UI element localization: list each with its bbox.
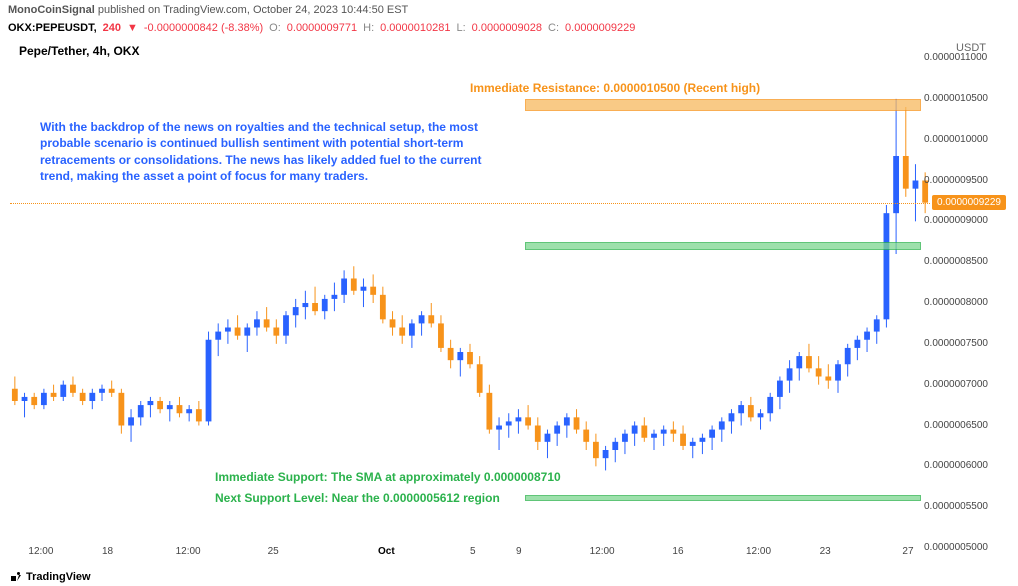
y-tick-label: 0.0000008000 (924, 297, 988, 308)
x-tick-label: Oct (378, 546, 395, 557)
y-tick-label: 0.0000007000 (924, 379, 988, 390)
tradingview-icon (10, 571, 22, 583)
y-axis[interactable]: 0.00000110000.00000105000.00000100000.00… (918, 58, 1006, 548)
zone-box (525, 99, 921, 111)
x-axis[interactable]: 12:00 18 12:00 25 Oct 5 9 12:00 16 12:00 23 27 (10, 544, 930, 562)
x-tick-label: 25 (268, 546, 279, 557)
x-tick-label: 12:00 (590, 546, 615, 557)
y-tick-label: 0.0000011000 (924, 52, 987, 63)
x-tick-label: 27 (902, 546, 913, 557)
y-tick-label: 0.0000006500 (924, 420, 988, 431)
y-tick-label: 0.0000005500 (924, 501, 988, 512)
low-value: 0.0000009028 (472, 22, 542, 34)
timeframe-label: 240 (103, 22, 121, 34)
y-tick-label: 0.0000006000 (924, 460, 988, 471)
ohlc-bar: OKX:PEPEUSDT, 240 ▼ -0.0000000842 (-8.38… (0, 20, 1018, 36)
resistance-label: Immediate Resistance: 0.0000010500 (Rece… (470, 81, 760, 95)
x-tick-label: 23 (820, 546, 831, 557)
change-label: -0.0000000842 (-8.38%) (144, 22, 263, 34)
symbol-label: OKX:PEPEUSDT, (8, 22, 97, 34)
high-value: 0.0000010281 (380, 22, 450, 34)
tradingview-logo: TradingView (10, 571, 91, 583)
y-tick-label: 0.0000008500 (924, 256, 988, 267)
publish-header: MonoCoinSignal published on TradingView.… (0, 0, 1018, 20)
direction-arrow: ▼ (127, 22, 138, 34)
y-tick-label: 0.0000010500 (924, 93, 988, 104)
support1-label: Immediate Support: The SMA at approximat… (215, 470, 561, 484)
y-tick-label: 0.0000007500 (924, 338, 988, 349)
y-tick-label: 0.0000005000 (924, 542, 988, 553)
x-tick-label: 12:00 (28, 546, 53, 557)
y-tick-label: 0.0000009000 (924, 215, 988, 226)
y-tick-label: 0.0000010000 (924, 134, 988, 145)
x-tick-label: 16 (672, 546, 683, 557)
x-tick-label: 12:00 (176, 546, 201, 557)
support2-label: Next Support Level: Near the 0.000000561… (215, 491, 500, 505)
zone-box (525, 495, 921, 501)
y-tick-label: 0.0000009500 (924, 175, 988, 186)
x-tick-label: 9 (516, 546, 522, 557)
x-tick-label: 18 (102, 546, 113, 557)
x-tick-label: 5 (470, 546, 476, 557)
close-value: 0.0000009229 (565, 22, 635, 34)
open-value: 0.0000009771 (287, 22, 357, 34)
x-tick-label: 12:00 (746, 546, 771, 557)
analysis-annotation: With the backdrop of the news on royalti… (40, 119, 500, 184)
current-price-badge: 0.0000009229 (932, 195, 1006, 210)
current-price-line (10, 203, 930, 204)
zone-box (525, 242, 921, 250)
